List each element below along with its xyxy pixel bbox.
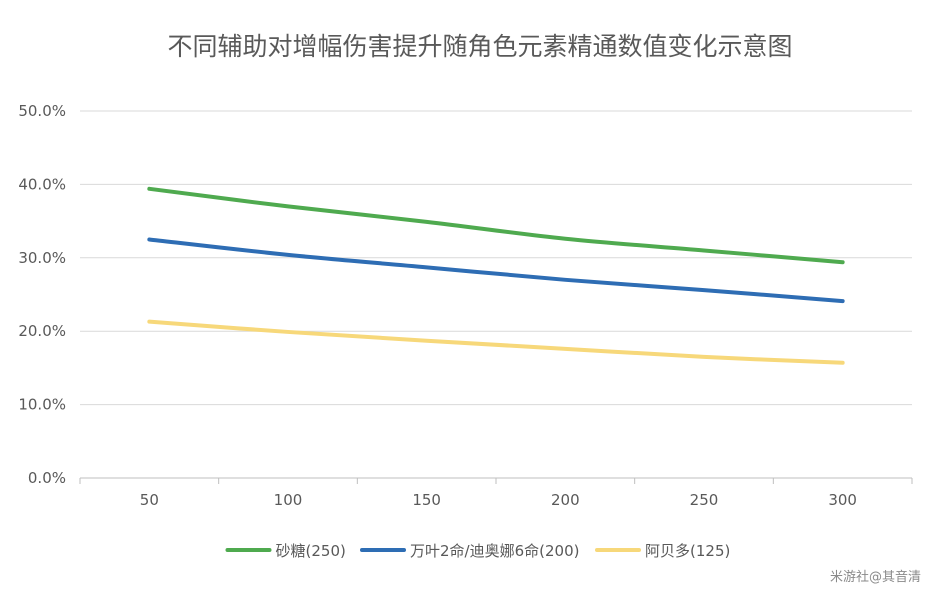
- x-tick-label: 250: [690, 491, 719, 509]
- legend-label: 阿贝多(125): [645, 542, 730, 560]
- y-tick-label: 30.0%: [18, 249, 66, 267]
- x-tick-label: 300: [828, 491, 857, 509]
- y-tick-label: 40.0%: [18, 175, 66, 193]
- y-axis-ticks: 0.0% 10.0% 20.0% 30.0% 40.0% 50.0%: [18, 102, 66, 487]
- x-tick-label: 150: [412, 491, 441, 509]
- y-tick-label: 50.0%: [18, 102, 66, 120]
- y-tick-label: 0.0%: [28, 469, 66, 487]
- series-line-3: [147, 319, 845, 365]
- series-lines: [147, 186, 845, 365]
- legend-label: 万叶2命/迪奥娜6命(200): [410, 542, 579, 560]
- x-tick-label: 100: [274, 491, 303, 509]
- series-line-1: [147, 186, 845, 265]
- watermark: 米游社@其音清: [830, 569, 921, 585]
- legend: 砂糖(250) 万叶2命/迪奥娜6命(200) 阿贝多(125): [225, 542, 730, 560]
- y-tick-label: 10.0%: [18, 396, 66, 414]
- x-tick-label: 200: [551, 491, 580, 509]
- series-line-2: [147, 237, 845, 304]
- chart-title: 不同辅助对增幅伤害提升随角色元素精通数值变化示意图: [167, 32, 792, 61]
- y-tick-label: 20.0%: [18, 322, 66, 340]
- legend-label: 砂糖(250): [276, 542, 346, 560]
- gridlines: [80, 110, 912, 406]
- x-tick-label: 50: [140, 491, 159, 509]
- x-axis: 50 100 150 200 250 300: [79, 477, 913, 509]
